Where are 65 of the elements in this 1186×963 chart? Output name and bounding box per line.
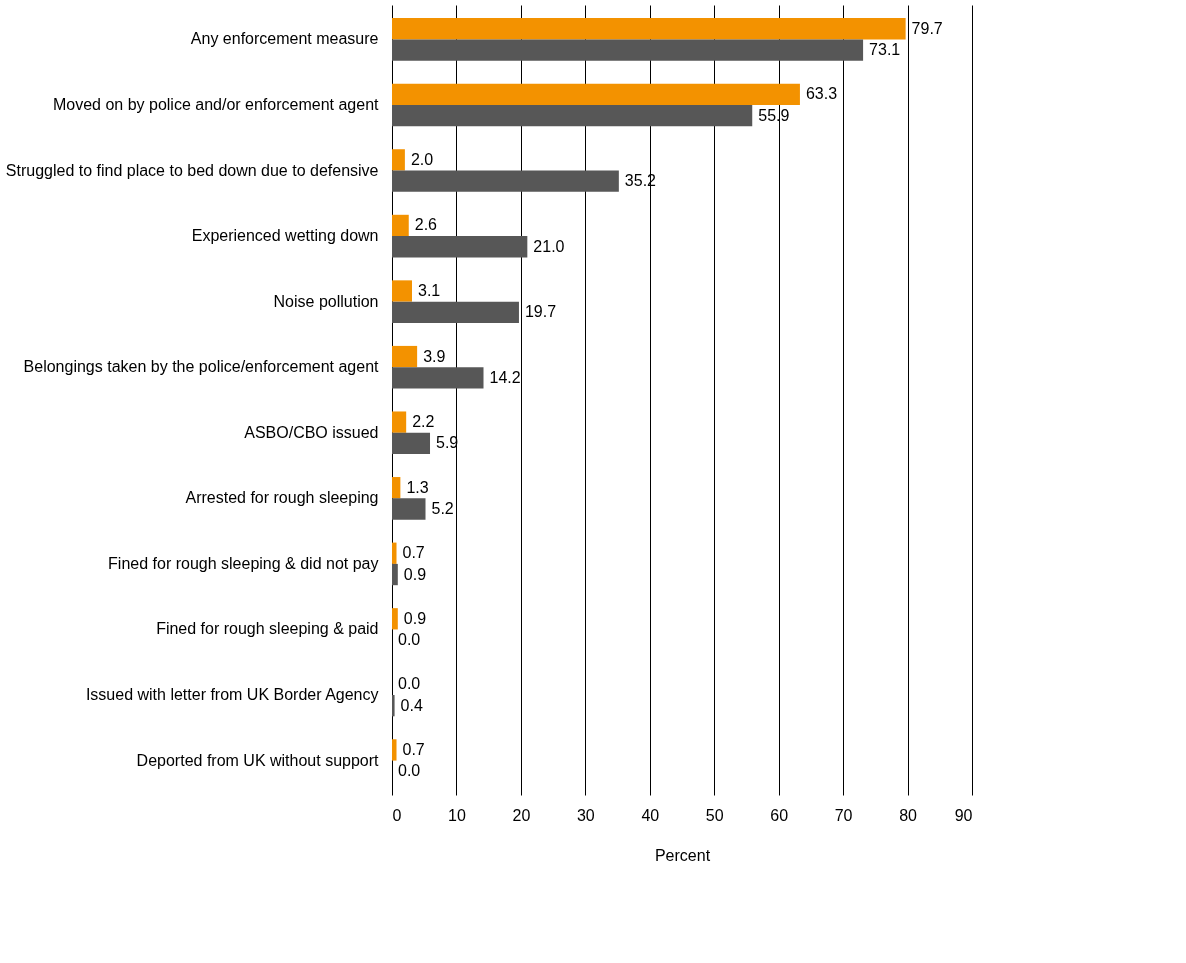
- data-label: 0.9: [403, 565, 427, 583]
- y-tick-label: Fined for rough sleeping & did not pay: [108, 554, 379, 572]
- data-label: 0.4: [400, 696, 423, 714]
- y-tick-label: Experienced wetting down: [191, 227, 379, 245]
- y-tick-label: Issued with letter from UK Border Agency: [85, 686, 379, 704]
- y-tick-label: Noise pollution: [273, 292, 379, 310]
- data-label: 19.7: [524, 303, 557, 321]
- y-tick-label: Fined for rough sleeping & paid: [156, 620, 379, 638]
- bar: [392, 411, 407, 433]
- data-label: 3.9: [423, 347, 446, 365]
- bar: [392, 104, 753, 127]
- data-label: 0.9: [403, 609, 427, 627]
- bar: [392, 149, 405, 171]
- data-label: 21.0: [533, 237, 565, 255]
- x-tick-label: 80: [899, 806, 918, 824]
- bar: [392, 18, 906, 40]
- data-label: 73.1: [869, 41, 901, 59]
- data-label: 79.7: [911, 19, 943, 37]
- data-label: 0.0: [398, 675, 421, 693]
- bar: [392, 477, 401, 499]
- bar: [392, 39, 864, 61]
- x-axis-title: Percent: [654, 846, 711, 864]
- bar: [392, 739, 397, 761]
- bar: [392, 498, 426, 520]
- data-label: 0.0: [398, 631, 421, 649]
- bar: [392, 83, 800, 105]
- y-tick-label: Struggled to find place to bed down due to defensive: [5, 161, 379, 179]
- data-label: 3.1: [417, 282, 441, 300]
- x-tick-label: 90: [954, 806, 973, 824]
- x-tick-label: 70: [834, 806, 853, 824]
- bar: [392, 301, 519, 323]
- bar: [392, 345, 418, 368]
- data-label: 1.3: [406, 478, 429, 496]
- data-label: 14.2: [489, 368, 521, 386]
- bar: [392, 563, 398, 586]
- bar: [392, 608, 398, 630]
- data-label: 0.0: [398, 762, 421, 780]
- y-tick-label: Arrested for rough sleeping: [185, 489, 379, 507]
- data-label: 2.0: [410, 150, 434, 168]
- data-label: 63.3: [805, 85, 838, 103]
- x-tick-label: 50: [705, 806, 724, 824]
- y-tick-label: ASBO/CBO issued: [244, 423, 379, 441]
- bar: [392, 367, 484, 389]
- x-tick-label: 60: [770, 806, 789, 824]
- x-tick-label: 40: [641, 806, 660, 824]
- bar: [392, 280, 412, 302]
- bar: [392, 236, 528, 258]
- y-tick-label: Deported from UK without support: [136, 751, 380, 769]
- bar: [392, 695, 395, 717]
- data-label: 0.7: [402, 544, 425, 562]
- x-tick-label: 10: [448, 806, 466, 824]
- data-label: 2.6: [414, 216, 438, 234]
- bar: [392, 170, 619, 192]
- data-label: 0.7: [402, 740, 425, 758]
- bar: [392, 214, 409, 237]
- bar: [392, 432, 431, 455]
- x-tick-label: 30: [576, 806, 595, 824]
- x-tick-label: 20: [512, 806, 531, 824]
- y-tick-label: Belongings taken by the police/enforcement agent: [23, 358, 380, 376]
- y-tick-label: Moved on by police and/or enforcement agent: [52, 95, 380, 113]
- data-label: 2.2: [412, 413, 435, 431]
- x-tick-label: 0: [392, 806, 402, 824]
- bar: [392, 542, 397, 564]
- data-label: 5.2: [431, 499, 454, 517]
- y-tick-label: Any enforcement measure: [190, 30, 379, 48]
